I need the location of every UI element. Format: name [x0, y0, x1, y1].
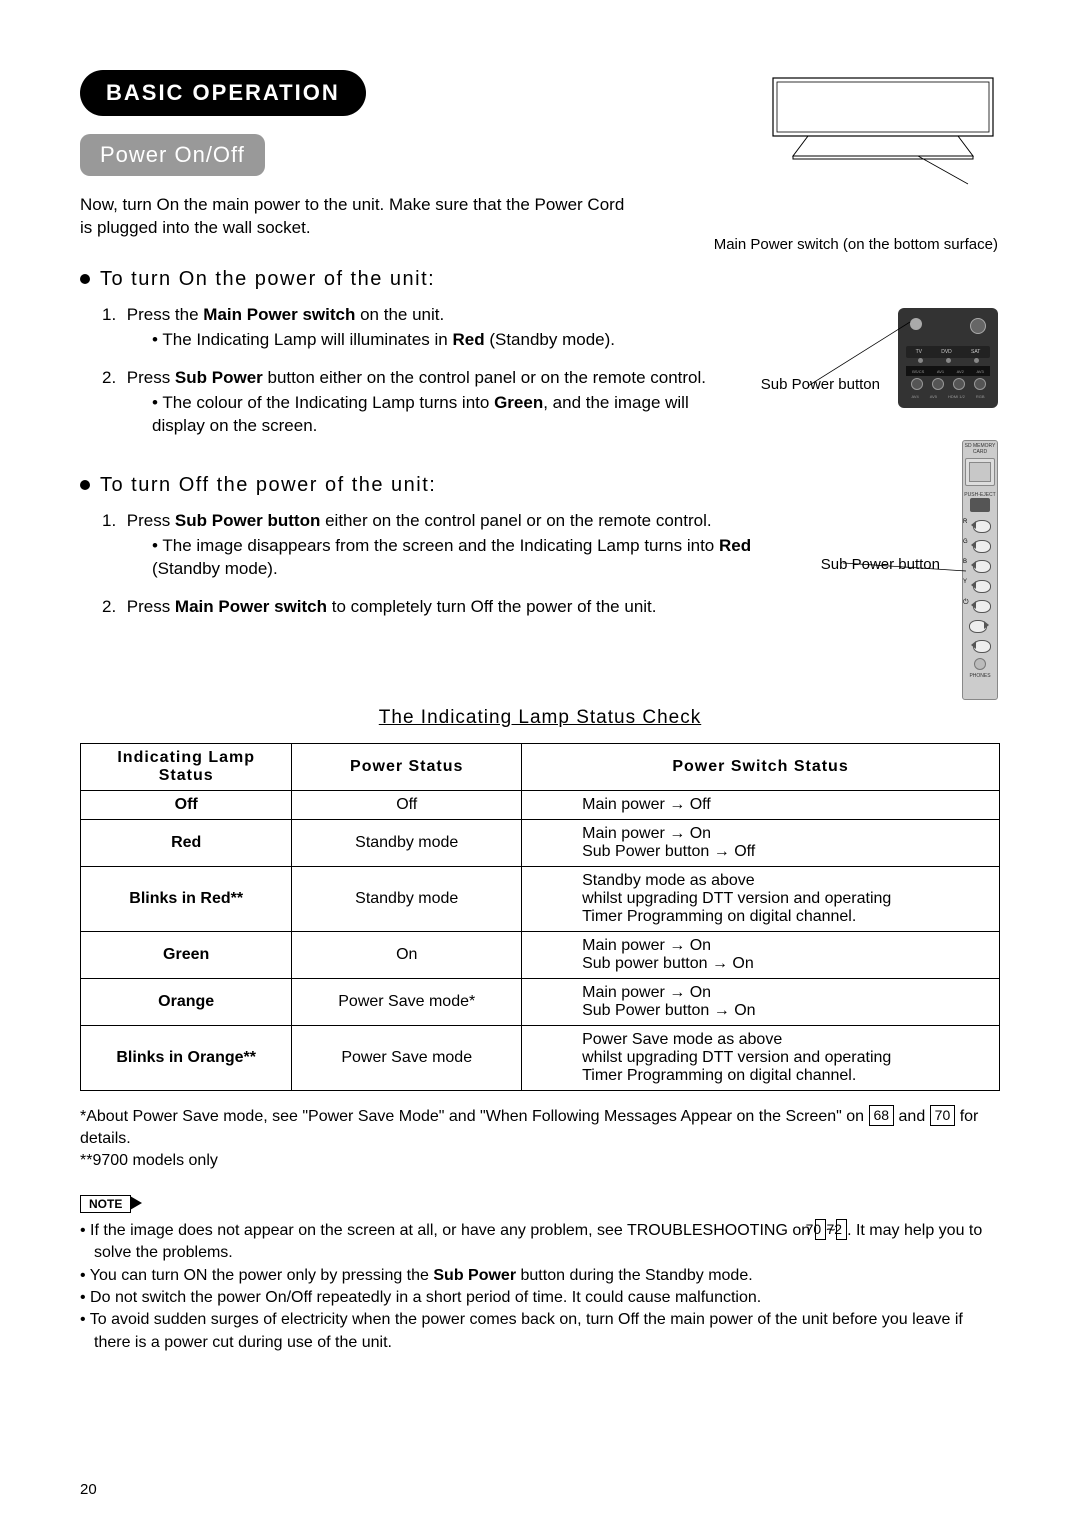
off-step-1: 1. Press Sub Power button either on the … — [102, 511, 762, 581]
th-lamp-status: Indicating LampStatus — [81, 743, 292, 790]
text: • You can turn ON the power only by pres… — [80, 1267, 433, 1284]
text-bold: Sub Power button — [175, 511, 320, 530]
cell-switch: Main power → Off — [522, 790, 1000, 819]
text: Press — [127, 597, 175, 616]
tv-caption: Main Power switch (on the bottom surface… — [678, 236, 998, 253]
page-ref: 70 — [930, 1105, 956, 1127]
table-heading: The Indicating Lamp Status Check — [80, 707, 1000, 729]
table-row: GreenOnMain power → OnSub power button →… — [81, 931, 1000, 978]
th-switch-status: Power Switch Status — [522, 743, 1000, 790]
cell-lamp: Blinks in Red** — [81, 866, 292, 931]
text: The image disappears from the screen and… — [162, 536, 719, 555]
th-power-status: Power Status — [292, 743, 522, 790]
table-row: OffOffMain power → Off — [81, 790, 1000, 819]
text-bold: Green — [494, 393, 543, 412]
panel-label: CARD — [963, 449, 997, 455]
footnotes: *About Power Save mode, see "Power Save … — [80, 1105, 1000, 1173]
cell-lamp: Green — [81, 931, 292, 978]
note-list: • If the image does not appear on the sc… — [80, 1219, 1000, 1354]
heading-turn-off: To turn Off the power of the unit: — [80, 474, 1000, 497]
cell-switch: Main power → OnSub power button → On — [522, 931, 1000, 978]
heading-turn-on-text: To turn On the power of the unit: — [100, 268, 435, 291]
power-icon: ⏻ — [963, 599, 969, 607]
arrow-icon — [130, 1196, 142, 1210]
remote-caption: Sub Power button — [761, 376, 880, 393]
lamp-status-table: Indicating LampStatus Power Status Power… — [80, 743, 1000, 1091]
page-number: 20 — [80, 1481, 97, 1498]
cell-lamp: Blinks in Orange** — [81, 1025, 292, 1090]
text: The Indicating Lamp will illuminates in — [162, 330, 452, 349]
text: • If the image does not appear on the sc… — [80, 1222, 815, 1239]
text-bold: Main Power switch — [203, 305, 355, 324]
text: (Standby mode). — [152, 559, 278, 578]
cell-power: Off — [292, 790, 522, 819]
text: Press the — [127, 305, 204, 324]
table-row: RedStandby modeMain power → OnSub Power … — [81, 819, 1000, 866]
text: *About Power Save mode, see "Power Save … — [80, 1108, 869, 1125]
panel-label: G — [963, 539, 968, 545]
off-step-2: 2. Press Main Power switch to completely… — [102, 597, 1000, 617]
panel-label: PUSH-EJECT — [963, 492, 997, 498]
text: on the unit. — [355, 305, 444, 324]
side-panel-illustration: SD MEMORY CARD PUSH-EJECT R G B Y ⏻ PHON… — [962, 440, 998, 700]
text: button either on the control panel or on… — [263, 368, 706, 387]
text: Press — [127, 511, 175, 530]
text: to completely turn Off the power of the … — [327, 597, 656, 616]
cell-lamp: Red — [81, 819, 292, 866]
panel-label: PHONES — [963, 673, 997, 679]
cell-power: Standby mode — [292, 866, 522, 931]
text: either on the control panel or on the re… — [320, 511, 711, 530]
cell-switch: Power Save mode as abovewhilst upgrading… — [522, 1025, 1000, 1090]
cell-power: On — [292, 931, 522, 978]
text-bold: Sub Power — [433, 1267, 516, 1284]
bullet-icon — [80, 274, 90, 284]
note-4: • To avoid sudden surges of electricity … — [80, 1309, 1000, 1354]
cell-power: Power Save mode — [292, 1025, 522, 1090]
text: and — [894, 1108, 930, 1125]
note-3: • Do not switch the power On/Off repeate… — [80, 1287, 1000, 1309]
panel-label: R — [963, 519, 967, 525]
table-row: OrangePower Save mode*Main power → OnSub… — [81, 978, 1000, 1025]
note-label: NOTE — [80, 1195, 131, 1213]
cell-power: Standby mode — [292, 819, 522, 866]
panel-caption: Sub Power button — [821, 556, 940, 573]
cell-lamp: Off — [81, 790, 292, 819]
chapter-title: BASIC OPERATION — [80, 70, 366, 116]
intro-text: Now, turn On the main power to the unit.… — [80, 194, 640, 240]
remote-illustration: TVDVDSAT BS/CSAV1AV2AV3 AV4AV5HDMI 1/2RG… — [898, 308, 998, 408]
footnote-models: **9700 models only — [80, 1150, 1000, 1172]
page-ref: 68 — [869, 1105, 895, 1127]
text-bold: Red — [719, 536, 751, 555]
text: The colour of the Indicating Lamp turns … — [162, 393, 494, 412]
off-step-1-sub: The image disappears from the screen and… — [152, 535, 762, 581]
text-bold: Main Power switch — [175, 597, 327, 616]
heading-turn-on: To turn On the power of the unit: — [80, 268, 1000, 291]
cell-power: Power Save mode* — [292, 978, 522, 1025]
cell-switch: Standby mode as abovewhilst upgrading DT… — [522, 866, 1000, 931]
text-bold: Red — [452, 330, 484, 349]
note-1: • If the image does not appear on the sc… — [80, 1219, 1000, 1265]
text: (Standby mode). — [485, 330, 615, 349]
text-bold: Sub Power — [175, 368, 263, 387]
on-step-2-sub: The colour of the Indicating Lamp turns … — [152, 392, 712, 438]
page-ref: 72 — [836, 1219, 848, 1241]
subtitle: Power On/Off — [80, 134, 265, 176]
on-step-2: 2. Press Sub Power button either on the … — [102, 368, 742, 438]
cell-switch: Main power → OnSub Power button → Off — [522, 819, 1000, 866]
table-row: Blinks in Red**Standby modeStandby mode … — [81, 866, 1000, 931]
text: Press — [127, 368, 175, 387]
cell-lamp: Orange — [81, 978, 292, 1025]
heading-turn-off-text: To turn Off the power of the unit: — [100, 474, 436, 497]
table-row: Blinks in Orange**Power Save modePower S… — [81, 1025, 1000, 1090]
cell-switch: Main power → OnSub Power button → On — [522, 978, 1000, 1025]
text: button during the Standby mode. — [516, 1267, 753, 1284]
note-2: • You can turn ON the power only by pres… — [80, 1265, 1000, 1287]
tv-illustration — [768, 76, 998, 186]
bullet-icon — [80, 480, 90, 490]
page-ref: 70 — [815, 1219, 827, 1241]
